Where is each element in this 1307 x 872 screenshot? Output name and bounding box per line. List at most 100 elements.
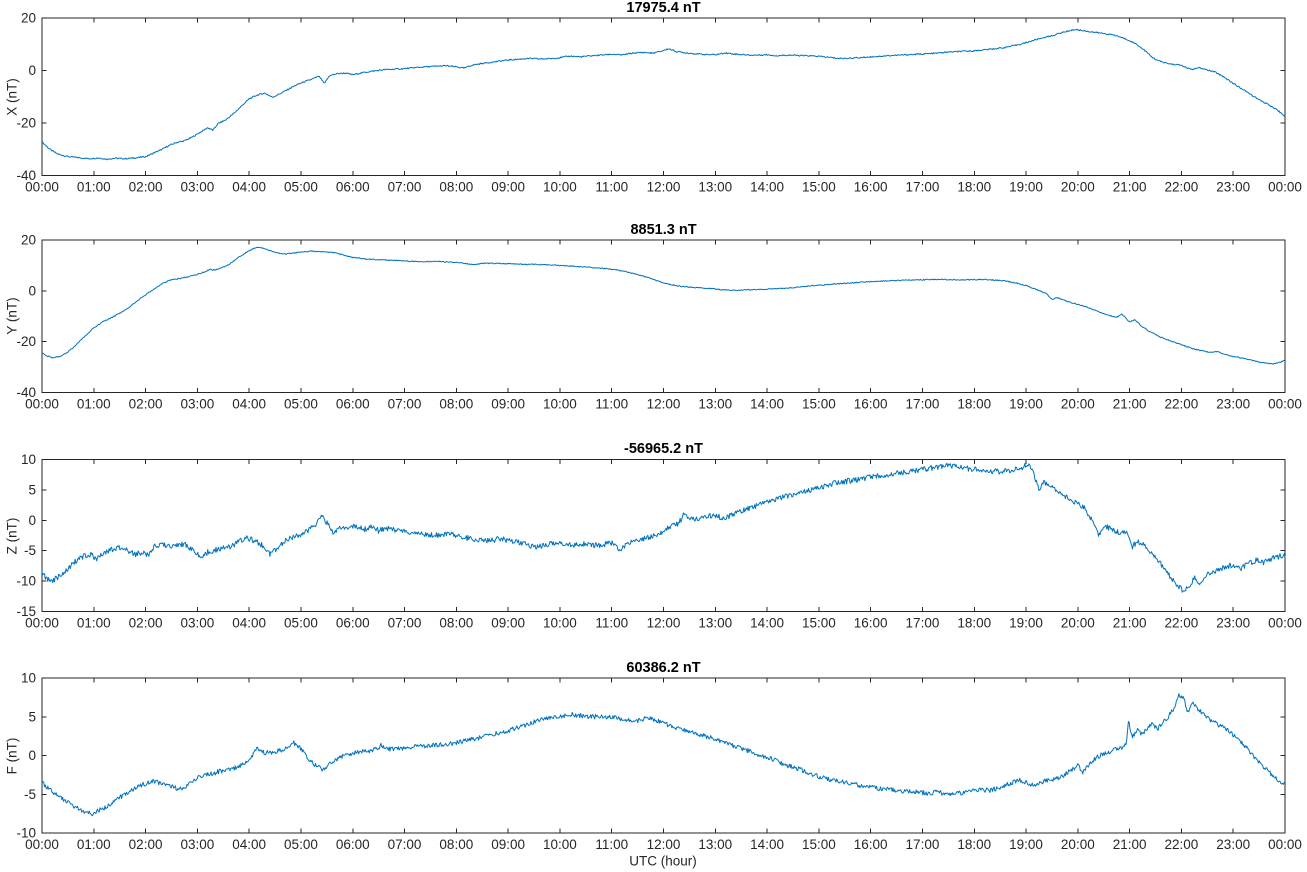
- x-tick-label: 05:00: [284, 616, 318, 631]
- x-tick-label: 16:00: [854, 180, 888, 195]
- x-tick-label: 12:00: [647, 397, 681, 412]
- x-tick-label: 19:00: [1009, 616, 1043, 631]
- x-tick-label: 12:00: [647, 180, 681, 195]
- x-tick-label: 20:00: [1061, 837, 1095, 852]
- x-tick-label: 23:00: [1216, 837, 1250, 852]
- y-axis-label-x: X (nT): [4, 78, 20, 116]
- y-tick-label: 0: [28, 63, 36, 78]
- x-tick-label: 02:00: [129, 837, 163, 852]
- x-tick-label: 11:00: [595, 180, 628, 195]
- x-tick-label: 00:00: [1268, 616, 1302, 631]
- x-tick-label: 21:00: [1113, 180, 1147, 195]
- x-tick-label: 13:00: [698, 180, 732, 195]
- y-tick-label: -10: [16, 574, 36, 589]
- x-tick-label: 07:00: [388, 180, 422, 195]
- x-tick-label: 00:00: [1268, 180, 1302, 195]
- x-tick-label: 03:00: [180, 616, 214, 631]
- panel-y-title: 8851.3 nT: [630, 222, 697, 238]
- y-tick-label: 5: [28, 482, 36, 497]
- data-line-z: [41, 462, 1286, 593]
- x-tick-label: 13:00: [698, 616, 732, 631]
- panel-x-title: 17975.4 nT: [626, 0, 701, 16]
- x-tick-label: 00:00: [25, 616, 59, 631]
- x-tick-label: 20:00: [1061, 397, 1095, 412]
- x-tick-label: 18:00: [957, 180, 991, 195]
- x-tick-label: 17:00: [906, 616, 940, 631]
- x-tick-label: 13:00: [698, 837, 732, 852]
- x-tick-label: 19:00: [1009, 837, 1043, 852]
- x-tick-label: 09:00: [491, 397, 525, 412]
- y-tick-label: 0: [28, 748, 36, 763]
- x-tick-label: 19:00: [1009, 397, 1043, 412]
- y-tick-label: -5: [24, 787, 36, 802]
- x-tick-label: 05:00: [284, 397, 318, 412]
- y-tick-label: 0: [28, 283, 36, 298]
- y-axis-label-z: Z (nT): [4, 517, 20, 555]
- x-tick-label: 04:00: [232, 180, 266, 195]
- x-tick-label: 10:00: [543, 837, 577, 852]
- x-tick-label: 11:00: [595, 397, 628, 412]
- x-tick-label: 20:00: [1061, 180, 1095, 195]
- x-tick-label: 22:00: [1165, 397, 1199, 412]
- x-tick-label: 08:00: [439, 397, 473, 412]
- y-axis-label-f: F (nT): [4, 737, 20, 775]
- x-tick-label: 07:00: [388, 837, 422, 852]
- x-tick-label: 01:00: [77, 397, 111, 412]
- x-tick-label: 03:00: [180, 837, 214, 852]
- x-tick-label: 18:00: [957, 397, 991, 412]
- x-tick-label: 13:00: [698, 397, 732, 412]
- y-tick-label: -15: [16, 604, 36, 619]
- plot-box: [41, 239, 1286, 393]
- x-tick-label: 22:00: [1165, 616, 1199, 631]
- x-tick-label: 02:00: [129, 180, 163, 195]
- x-tick-label: 09:00: [491, 837, 525, 852]
- data-line-y: [41, 246, 1286, 365]
- x-tick-label: 16:00: [854, 397, 888, 412]
- x-tick-label: 08:00: [439, 180, 473, 195]
- plot-box: [41, 17, 1286, 176]
- x-tick-label: 15:00: [802, 837, 836, 852]
- x-tick-label: 11:00: [595, 837, 628, 852]
- x-tick-label: 21:00: [1113, 616, 1147, 631]
- x-tick-label: 00:00: [1268, 837, 1302, 852]
- y-tick-label: 20: [21, 11, 36, 26]
- x-tick-label: 08:00: [439, 837, 473, 852]
- y-tick-label: -40: [16, 168, 36, 183]
- x-tick-label: 07:00: [388, 616, 422, 631]
- x-tick-label: 10:00: [543, 616, 577, 631]
- x-tick-label: 03:00: [180, 397, 214, 412]
- x-tick-label: 14:00: [750, 397, 784, 412]
- x-tick-label: 05:00: [284, 837, 318, 852]
- x-tick-label: 19:00: [1009, 180, 1043, 195]
- x-tick-label: 16:00: [854, 616, 888, 631]
- x-tick-label: 12:00: [647, 616, 681, 631]
- y-tick-label: 10: [21, 671, 36, 686]
- x-tick-label: 02:00: [129, 616, 163, 631]
- y-tick-label: -5: [24, 543, 36, 558]
- y-tick-label: 0: [28, 513, 36, 528]
- x-tick-label: 09:00: [491, 616, 525, 631]
- x-tick-label: 04:00: [232, 397, 266, 412]
- x-tick-label: 09:00: [491, 180, 525, 195]
- data-line-f: [41, 693, 1286, 817]
- x-tick-label: 18:00: [957, 616, 991, 631]
- y-tick-label: 20: [21, 233, 36, 248]
- x-tick-label: 06:00: [336, 837, 370, 852]
- x-tick-label: 14:00: [750, 837, 784, 852]
- x-tick-label: 17:00: [906, 397, 940, 412]
- x-tick-label: 23:00: [1216, 616, 1250, 631]
- x-tick-label: 04:00: [232, 837, 266, 852]
- x-tick-label: 17:00: [906, 180, 940, 195]
- x-tick-label: 14:00: [750, 616, 784, 631]
- x-tick-label: 07:00: [388, 397, 422, 412]
- y-tick-label: -20: [16, 334, 36, 349]
- x-tick-label: 23:00: [1216, 397, 1250, 412]
- x-tick-label: 22:00: [1165, 180, 1199, 195]
- x-tick-label: 18:00: [957, 837, 991, 852]
- x-tick-label: 21:00: [1113, 397, 1147, 412]
- x-tick-label: 10:00: [543, 180, 577, 195]
- y-tick-label: 10: [21, 452, 36, 467]
- x-axis-label: UTC (hour): [629, 853, 697, 869]
- x-tick-label: 06:00: [336, 397, 370, 412]
